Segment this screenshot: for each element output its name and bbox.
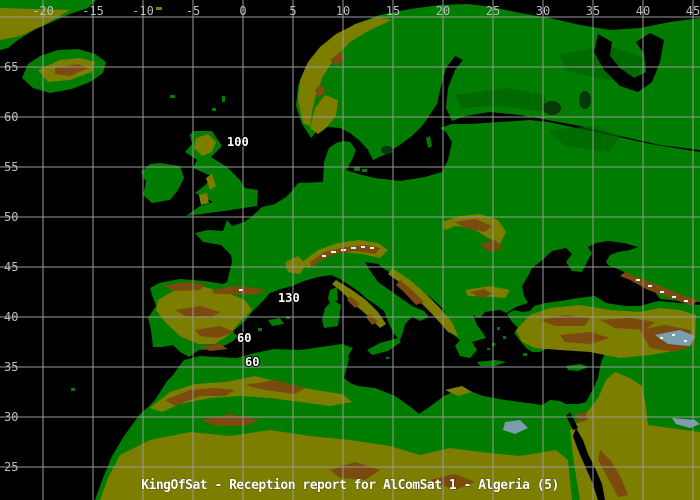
island-corsica bbox=[328, 287, 338, 304]
lon-tick-label: -15 bbox=[82, 4, 104, 18]
aegean-islet bbox=[497, 327, 500, 330]
lake-onega bbox=[579, 91, 591, 109]
island-jan-mayen bbox=[156, 7, 162, 10]
island-malta bbox=[386, 357, 389, 359]
danish-isles bbox=[354, 167, 360, 171]
island-ibiza bbox=[258, 328, 262, 331]
lon-tick-label: 0 bbox=[239, 4, 246, 18]
lat-tick-label: 40 bbox=[4, 310, 18, 324]
scottish-highlands bbox=[194, 134, 216, 156]
lat-tick-label: 30 bbox=[4, 410, 18, 424]
iberia-south-range bbox=[195, 326, 235, 338]
aegean-islet bbox=[487, 348, 490, 350]
taurus-ridge bbox=[560, 332, 610, 344]
island-madeira bbox=[71, 388, 75, 391]
carpathian-ridge bbox=[455, 219, 492, 232]
anatolia-ridge bbox=[540, 315, 590, 326]
lon-tick-label: -5 bbox=[186, 4, 200, 18]
cantabrian-range bbox=[162, 282, 205, 291]
lon-tick-label: -10 bbox=[132, 4, 154, 18]
map-title: KingOfSat - Reception report for AlComSa… bbox=[141, 478, 559, 493]
island-crete bbox=[477, 360, 506, 366]
south-norway-upland bbox=[310, 95, 338, 134]
tell-atlas-ridge bbox=[245, 380, 305, 394]
apennine-peak bbox=[347, 296, 360, 308]
norway-peak bbox=[315, 84, 326, 98]
landmass-ireland bbox=[141, 163, 184, 203]
shade-finland bbox=[455, 88, 548, 112]
island-orkney bbox=[212, 108, 216, 111]
signal-value-label: 60 bbox=[237, 331, 251, 345]
signal-value-label: 100 bbox=[227, 135, 249, 149]
lat-tick-label: 50 bbox=[4, 210, 18, 224]
inland-seas bbox=[381, 33, 664, 500]
lon-tick-label: 5 bbox=[289, 4, 296, 18]
signal-value-label: 60 bbox=[245, 355, 259, 369]
wales-upland bbox=[199, 193, 209, 205]
lat-tick-label: 55 bbox=[4, 160, 18, 174]
sierra-nevada bbox=[200, 344, 228, 351]
lat-tick-label: 25 bbox=[4, 460, 18, 474]
rila-ridge bbox=[470, 289, 492, 298]
island-sardinia bbox=[322, 300, 341, 328]
landmass-continental-europe bbox=[148, 120, 700, 358]
lon-tick-label: 45 bbox=[686, 4, 700, 18]
red-sea bbox=[573, 428, 605, 500]
atlas-ridge bbox=[165, 388, 235, 406]
iberia-central-range bbox=[175, 306, 220, 318]
alps-core bbox=[310, 245, 380, 268]
transylvanian-ridge bbox=[480, 240, 503, 252]
norway-peak bbox=[330, 52, 346, 66]
qattara-patch bbox=[503, 420, 528, 434]
lon-tick-label: 25 bbox=[486, 4, 500, 18]
greenland-interior bbox=[0, 8, 70, 40]
massif-central bbox=[285, 256, 306, 274]
lake-ladoga bbox=[543, 101, 561, 115]
lake-vanern bbox=[381, 146, 393, 154]
lon-tick-label: 20 bbox=[436, 4, 450, 18]
pennines bbox=[206, 174, 216, 190]
island-mallorca bbox=[268, 318, 284, 326]
island-shetland bbox=[222, 96, 225, 102]
hejaz-mountains bbox=[598, 450, 628, 497]
lon-tick-label: 10 bbox=[336, 4, 350, 18]
white-sea bbox=[594, 33, 664, 92]
scandes-ridge bbox=[298, 17, 392, 126]
pontic-ridge bbox=[600, 318, 655, 330]
danish-isles bbox=[362, 169, 367, 172]
lat-tick-label: 45 bbox=[4, 260, 18, 274]
island-faroe bbox=[170, 95, 175, 98]
lat-tick-label: 35 bbox=[4, 360, 18, 374]
lat-tick-label: 65 bbox=[4, 60, 18, 74]
lon-tick-label: 40 bbox=[636, 4, 650, 18]
signal-level-labels: 100 130 60 60 bbox=[226, 134, 301, 370]
signal-value-label: 130 bbox=[278, 291, 300, 305]
dinaric-ridge bbox=[396, 280, 424, 305]
latitude-labels: 65 60 55 50 45 40 35 30 25 bbox=[4, 60, 18, 474]
island-rhodes bbox=[523, 353, 527, 356]
island-gotland bbox=[426, 136, 432, 148]
lon-tick-label: 30 bbox=[536, 4, 550, 18]
lat-tick-label: 60 bbox=[4, 110, 18, 124]
lon-tick-label: 15 bbox=[386, 4, 400, 18]
tibesti-foothills bbox=[430, 474, 475, 490]
cyrenaica-upland bbox=[445, 386, 472, 396]
shade-ladoga-region bbox=[548, 126, 620, 152]
atlas-band bbox=[150, 376, 352, 412]
aegean-islet bbox=[503, 336, 506, 339]
longitude-labels: -20 -15 -10 -5 0 5 10 15 20 25 30 35 40 45 bbox=[32, 4, 700, 18]
lon-tick-label: -20 bbox=[32, 4, 54, 18]
lon-tick-label: 35 bbox=[586, 4, 600, 18]
